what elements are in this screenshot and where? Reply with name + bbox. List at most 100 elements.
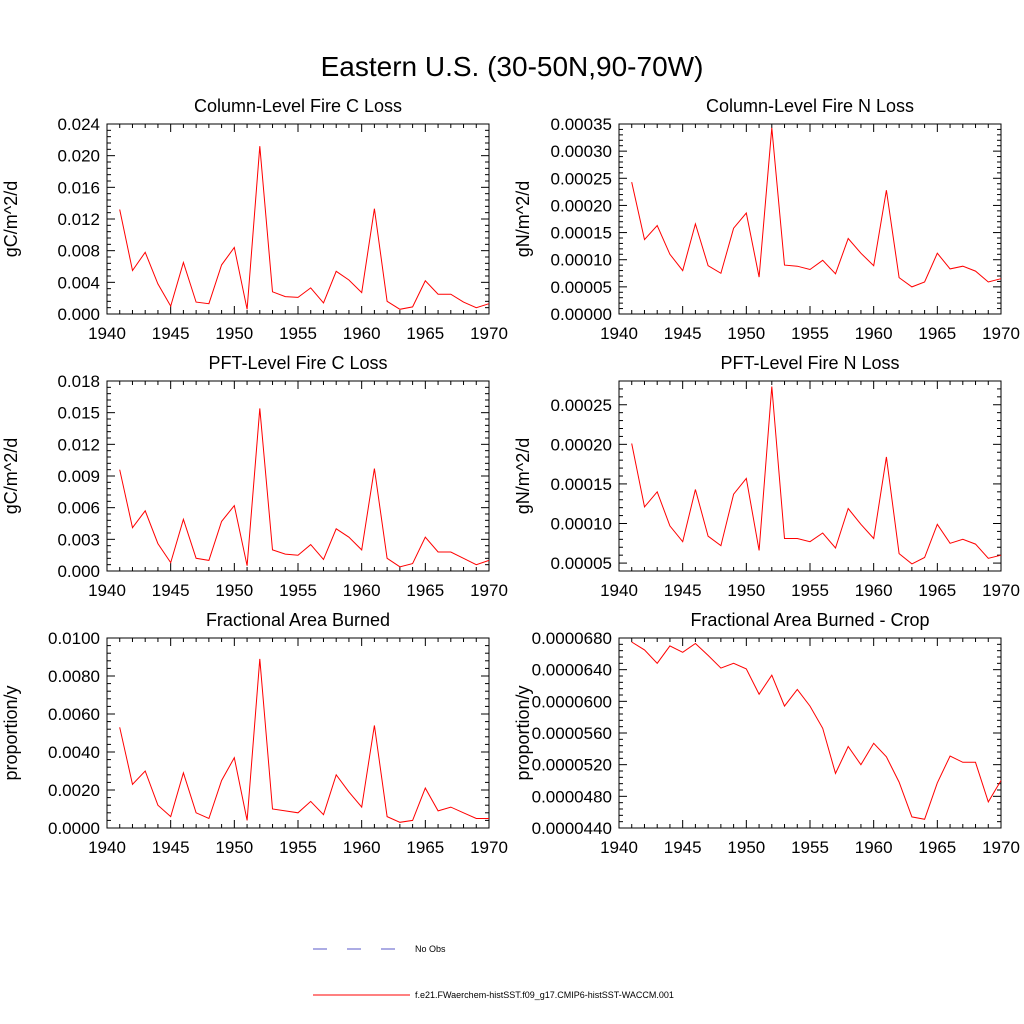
y-tick-label: 0.00020	[551, 196, 612, 215]
y-tick-label: 0.0040	[48, 743, 100, 762]
x-tick-label: 1955	[279, 838, 317, 857]
plot-frame	[618, 123, 1002, 315]
x-tick-label: 1955	[279, 581, 317, 600]
y-tick-label: 0.0000680	[532, 629, 612, 648]
x-tick-label: 1945	[664, 581, 702, 600]
y-tick-label: 0.0100	[48, 629, 100, 648]
panel-title: PFT-Level Fire N Loss	[720, 353, 899, 373]
x-tick-label: 1965	[406, 581, 444, 600]
plot-frame	[618, 380, 1002, 572]
x-tick-label: 1960	[343, 838, 381, 857]
plot-frame	[618, 637, 1002, 829]
y-tick-label: 0.00005	[551, 278, 612, 297]
legend-no-obs-label: No Obs	[415, 944, 446, 954]
y-tick-label: 0.009	[57, 467, 100, 486]
y-tick-label: 0.016	[57, 178, 100, 197]
series-line	[119, 408, 490, 568]
x-tick-label: 1970	[982, 324, 1020, 343]
x-tick-label: 1965	[918, 838, 956, 857]
x-tick-label: 1955	[791, 838, 829, 857]
x-tick-label: 1940	[88, 581, 126, 600]
x-tick-label: 1970	[470, 324, 508, 343]
y-tick-label: 0.004	[57, 273, 100, 292]
x-tick-label: 1970	[982, 581, 1020, 600]
x-tick-label: 1970	[470, 581, 508, 600]
y-tick-label: 0.012	[57, 210, 100, 229]
y-tick-label: 0.00015	[551, 475, 612, 494]
x-tick-label: 1945	[664, 324, 702, 343]
x-tick-label: 1960	[855, 581, 893, 600]
x-tick-label: 1960	[855, 324, 893, 343]
x-tick-label: 1955	[791, 324, 829, 343]
y-tick-label: 0.00010	[551, 251, 612, 270]
plot-frame	[106, 380, 490, 572]
panel-title: Fractional Area Burned - Crop	[690, 610, 929, 630]
x-tick-label: 1950	[727, 581, 765, 600]
y-tick-label: 0.00035	[551, 115, 612, 134]
series-line	[119, 658, 489, 823]
y-tick-label: 0.006	[57, 499, 100, 518]
y-tick-label: 0.00020	[551, 435, 612, 454]
legend: No Obs f.e21.FWaerchem-histSST.f09_g17.C…	[313, 944, 674, 1000]
x-tick-label: 1970	[982, 838, 1020, 857]
panel-5: Fractional Area Burned 1940 1945 1950 1955 19…	[1, 610, 508, 857]
plot-frame	[106, 123, 490, 315]
panel-1: Column-Level Fire C Loss 1940 1945 1950 1955…	[1, 96, 508, 343]
y-tick-label: 0.00025	[551, 396, 612, 415]
y-tick-label: 0.0000600	[532, 692, 612, 711]
x-tick-label: 1965	[406, 838, 444, 857]
y-tick-label: 0.024	[57, 115, 100, 134]
x-tick-label: 1940	[88, 838, 126, 857]
x-tick-label: 1960	[343, 324, 381, 343]
x-tick-label: 1955	[279, 324, 317, 343]
panel-6: Fractional Area Burned - Crop 1940 1945 195…	[513, 610, 1020, 857]
panel-4: PFT-Level Fire N Loss 1940 1945 1950 1955 196…	[513, 353, 1020, 600]
series-line	[119, 146, 490, 310]
y-tick-label: 0.0000640	[532, 661, 612, 680]
x-tick-label: 1950	[727, 324, 765, 343]
y-tick-label: 0.018	[57, 372, 100, 391]
x-tick-label: 1970	[470, 838, 508, 857]
y-tick-label: 0.015	[57, 404, 100, 423]
figure-title: Eastern U.S. (30-50N,90-70W)	[321, 51, 704, 82]
panel-2: Column-Level Fire N Loss 1940 1945 1950 1955…	[513, 96, 1020, 343]
x-tick-label: 1940	[600, 838, 638, 857]
y-axis-label: gN/m^2/d	[513, 181, 533, 257]
legend-series-label: f.e21.FWaerchem-histSST.f09_g17.CMIP6-hi…	[415, 990, 674, 1000]
series-line	[631, 386, 1002, 565]
x-tick-label: 1940	[88, 324, 126, 343]
y-tick-label: 0.0060	[48, 705, 100, 724]
y-tick-label: 0.0000520	[532, 756, 612, 775]
y-tick-label: 0.00005	[551, 554, 612, 573]
y-tick-label: 0.000	[57, 562, 100, 581]
panel-3: PFT-Level Fire C Loss 1940 1945 1950 1955 196…	[1, 353, 508, 600]
y-tick-label: 0.0000440	[532, 819, 612, 838]
panel-title: Column-Level Fire C Loss	[194, 96, 402, 116]
y-axis-label: gC/m^2/d	[1, 181, 21, 257]
y-tick-label: 0.00000	[551, 305, 612, 324]
x-tick-label: 1940	[600, 324, 638, 343]
x-tick-label: 1945	[152, 581, 190, 600]
x-tick-label: 1950	[727, 838, 765, 857]
y-tick-label: 0.0080	[48, 667, 100, 686]
y-tick-label: 0.0000560	[532, 724, 612, 743]
y-axis-label: proportion/y	[513, 685, 533, 780]
x-tick-label: 1950	[215, 838, 253, 857]
plots-group: Column-Level Fire C Loss 1940 1945 1950 1955…	[1, 96, 1020, 857]
y-tick-label: 0.003	[57, 530, 100, 549]
x-tick-label: 1965	[918, 581, 956, 600]
panel-title: Column-Level Fire N Loss	[706, 96, 914, 116]
x-tick-label: 1965	[406, 324, 444, 343]
y-tick-label: 0.00015	[551, 224, 612, 243]
x-tick-label: 1940	[600, 581, 638, 600]
y-tick-label: 0.0000480	[532, 787, 612, 806]
x-tick-label: 1950	[215, 324, 253, 343]
panel-title: PFT-Level Fire C Loss	[208, 353, 387, 373]
x-tick-label: 1950	[215, 581, 253, 600]
y-tick-label: 0.020	[57, 147, 100, 166]
y-tick-label: 0.0000	[48, 819, 100, 838]
series-line	[631, 641, 1002, 820]
x-tick-label: 1965	[918, 324, 956, 343]
y-axis-label: gN/m^2/d	[513, 438, 533, 514]
